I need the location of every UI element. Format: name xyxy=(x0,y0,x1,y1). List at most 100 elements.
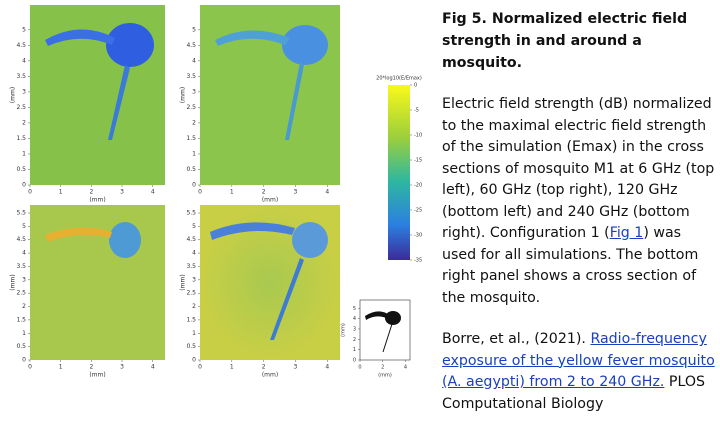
x-tick-label: 3 xyxy=(120,364,124,371)
y-axis-label: (mm) xyxy=(10,274,17,290)
x-axis-label: (mm) xyxy=(262,372,278,379)
y-tick-label: 3 xyxy=(353,326,356,332)
y-tick-label: 5.5 xyxy=(16,210,26,217)
y-tick-label: 3 xyxy=(192,88,196,95)
y-tick-label: 4.5 xyxy=(16,236,26,243)
y-tick-label: 3.5 xyxy=(186,73,196,80)
x-tick-label: 1 xyxy=(59,189,63,196)
y-tick-label: 1.5 xyxy=(16,135,26,142)
y-tick-label: 0 xyxy=(192,357,196,364)
x-tick-label: 2 xyxy=(262,364,266,371)
y-tick-label: 2.5 xyxy=(16,104,26,111)
y-tick-label: 4 xyxy=(192,250,196,257)
y-tick-label: 4 xyxy=(353,316,356,322)
y-tick-label: 1 xyxy=(353,347,356,353)
y-tick-label: 1 xyxy=(192,150,196,157)
colorbar xyxy=(388,85,410,260)
y-axis-label: (mm) xyxy=(180,274,187,290)
colorbar-label: 20*log10(E/Emax) xyxy=(376,76,422,82)
y-tick-label: 5 xyxy=(22,223,26,230)
x-tick-label: 0 xyxy=(358,365,361,371)
y-tick-label: 3.5 xyxy=(16,73,26,80)
x-tick-label: 2 xyxy=(89,364,93,371)
x-tick-label: 3 xyxy=(120,189,124,196)
colorbar-tick-label: -25 xyxy=(414,208,422,214)
y-tick-label: 0.5 xyxy=(16,343,26,350)
caption: Fig 5. Normalized electric field strengt… xyxy=(442,8,718,435)
x-tick-label: 0 xyxy=(198,189,202,196)
y-tick-label: 5 xyxy=(192,26,196,33)
y-tick-label: 1.5 xyxy=(186,316,196,323)
x-tick-label: 4 xyxy=(404,365,407,371)
y-tick-label: 1 xyxy=(192,330,196,337)
y-tick-label: 0 xyxy=(22,357,26,364)
x-axis-label: (mm) xyxy=(89,372,105,379)
colorbar-tick-label: -30 xyxy=(414,233,422,239)
x-tick-label: 1 xyxy=(230,364,234,371)
x-tick-label: 0 xyxy=(28,364,32,371)
y-axis-label: (mm) xyxy=(180,87,187,103)
y-tick-label: 1.5 xyxy=(186,135,196,142)
y-tick-label: 5.5 xyxy=(186,210,196,217)
y-tick-label: 2.5 xyxy=(186,104,196,111)
y-tick-label: 2 xyxy=(192,119,196,126)
x-tick-label: 4 xyxy=(151,364,155,371)
text: ) was used for all simulations. The bott… xyxy=(442,225,699,306)
colorbar-tick-label: -35 xyxy=(414,258,422,264)
y-tick-label: 4.5 xyxy=(186,42,196,49)
x-tick-label: 1 xyxy=(59,364,63,371)
y-tick-label: 3 xyxy=(192,276,196,283)
text: Electric field strength (dB) normalized … xyxy=(442,96,715,241)
x-tick-label: 2 xyxy=(381,365,384,371)
x-tick-label: 4 xyxy=(151,189,155,196)
y-tick-label: 4 xyxy=(22,57,26,64)
colorbar-tick-label: -20 xyxy=(414,183,422,189)
y-tick-label: 4.5 xyxy=(16,42,26,49)
y-tick-label: 2 xyxy=(192,303,196,310)
y-tick-label: 0.5 xyxy=(186,166,196,173)
y-tick-label: 0 xyxy=(353,358,356,364)
x-axis-label: (mm) xyxy=(89,197,105,204)
link[interactable]: Radio-frequency exposure of the yellow f… xyxy=(442,331,715,390)
y-tick-label: 0 xyxy=(22,182,26,189)
caption-title: Fig 5. Normalized electric field strengt… xyxy=(442,11,688,71)
x-tick-label: 0 xyxy=(28,189,32,196)
x-tick-label: 2 xyxy=(262,189,266,196)
x-tick-label: 4 xyxy=(325,189,329,196)
y-tick-label: 0.5 xyxy=(16,166,26,173)
y-tick-label: 4.5 xyxy=(186,236,196,243)
page: 20*log10(E/Emax) 0 1 2 3 4 0 0.5 1 1.5 2 2.5 3 3.5 4 4… xyxy=(9,5,715,412)
colorbar-tick-label: 0 xyxy=(414,83,417,89)
citation: Borre, et al., (2021). Radio-frequency e… xyxy=(442,329,718,415)
y-tick-label: 3 xyxy=(22,88,26,95)
y-tick-label: 3.5 xyxy=(16,263,26,270)
y-tick-label: 1 xyxy=(22,150,26,157)
y-tick-label: 2 xyxy=(22,119,26,126)
colorbar-tick-label: -10 xyxy=(414,133,422,139)
y-tick-label: 1 xyxy=(22,330,26,337)
colorbar-tick-label: -5 xyxy=(414,108,419,114)
y-tick-label: 4 xyxy=(192,57,196,64)
y-tick-label: 2.5 xyxy=(16,290,26,297)
y-tick-label: 3.5 xyxy=(186,263,196,270)
colorbar-tick-label: -15 xyxy=(414,158,422,164)
x-tick-label: 1 xyxy=(230,189,234,196)
caption-body: Electric field strength (dB) normalized … xyxy=(442,94,718,309)
y-tick-label: 0.5 xyxy=(186,343,196,350)
x-tick-label: 3 xyxy=(294,189,298,196)
y-tick-label: 5 xyxy=(353,306,356,312)
x-tick-label: 2 xyxy=(89,189,93,196)
y-tick-label: 2.5 xyxy=(186,290,196,297)
link[interactable]: Fig 1 xyxy=(609,225,644,241)
x-axis-label: (mm) xyxy=(378,373,392,379)
y-tick-label: 3 xyxy=(22,276,26,283)
y-tick-label: 2 xyxy=(22,303,26,310)
x-tick-label: 4 xyxy=(325,364,329,371)
x-axis-label: (mm) xyxy=(262,197,278,204)
y-axis-label: (mm) xyxy=(10,87,17,103)
y-tick-label: 5 xyxy=(192,223,196,230)
y-tick-label: 4 xyxy=(22,250,26,257)
y-tick-label: 0 xyxy=(192,182,196,189)
y-tick-label: 2 xyxy=(353,337,356,343)
x-tick-label: 3 xyxy=(294,364,298,371)
